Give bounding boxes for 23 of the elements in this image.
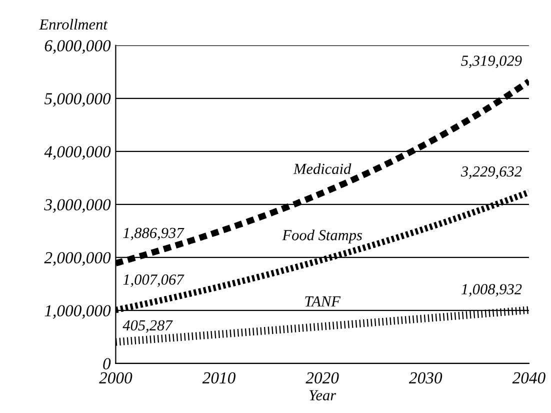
series-label: Food Stamps: [282, 230, 362, 244]
x-tick-label: 2040: [512, 372, 546, 384]
series-label: Medicaid: [293, 163, 352, 174]
y-tick-label: 0: [103, 358, 111, 370]
y-tick-label: 4,000,000: [44, 146, 111, 160]
x-tick-label: 2020: [306, 372, 339, 384]
data-label: 1,007,067: [123, 274, 184, 287]
data-label: 5,319,029: [461, 56, 522, 68]
y-tick-label: 1,000,000: [44, 305, 111, 319]
y-tick-label: 6,000,000: [44, 40, 111, 54]
data-label: 3,229,632: [460, 166, 522, 179]
y-tick-label: 5,000,000: [44, 93, 111, 107]
x-tick-label: 2000: [99, 372, 132, 384]
data-label: 405,287: [122, 320, 173, 333]
y-tick-label: 2,000,000: [44, 252, 111, 266]
data-label: 1,886,937: [123, 228, 184, 240]
y-axis-title: Enrollment: [39, 18, 108, 30]
data-label: 1,008,932: [461, 284, 522, 297]
x-tick-label: 2010: [202, 372, 236, 384]
y-tick-label: 3,000,000: [44, 199, 111, 213]
x-axis-title: Year: [309, 390, 336, 400]
x-tick-label: 2030: [408, 372, 442, 384]
series-label: TANF: [305, 296, 341, 306]
